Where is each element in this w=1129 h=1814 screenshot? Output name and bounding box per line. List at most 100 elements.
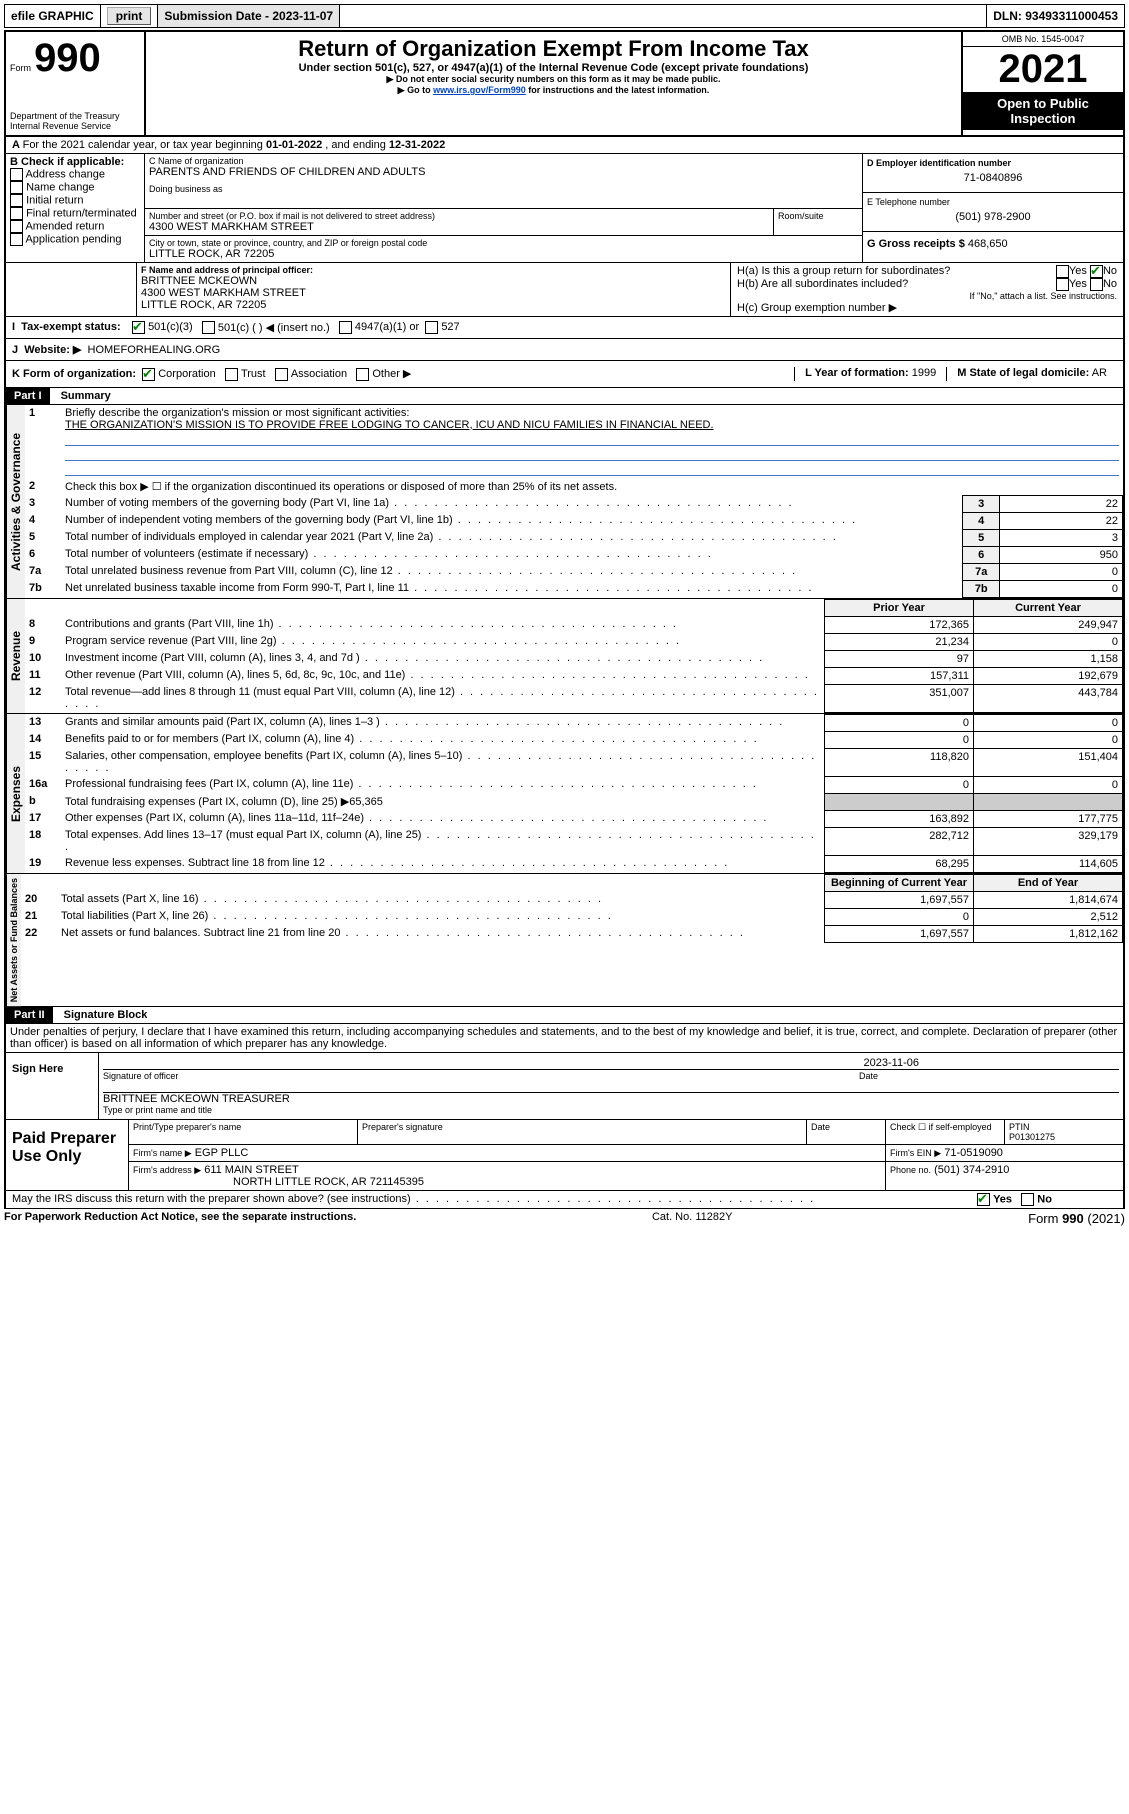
open-inspection: Open to Public Inspection [963, 92, 1123, 130]
prior-value: 172,365 [825, 616, 974, 633]
city-label: City or town, state or province, country… [149, 238, 858, 248]
discuss-text: May the IRS discuss this return with the… [12, 1193, 411, 1205]
topbar: efile GRAPHIC print Submission Date - 20… [4, 4, 1125, 28]
footer-left: For Paperwork Reduction Act Notice, see … [4, 1211, 356, 1226]
domicile-state: AR [1092, 367, 1107, 379]
tax-year: 2021 [963, 47, 1123, 92]
prior-year-hdr: Prior Year [825, 599, 974, 616]
mission-label: Briefly describe the organization's miss… [65, 407, 409, 419]
tax-exempt-row: I Tax-exempt status: 501(c)(3) 501(c) ( … [4, 316, 1125, 338]
officer-signed-name: BRITTNEE MCKEOWN TREASURER [103, 1093, 1119, 1105]
curr-value: 0 [974, 731, 1123, 748]
prior-value: 0 [825, 714, 974, 731]
box-b-header: B Check if applicable: [10, 156, 140, 168]
prior-value: 0 [825, 908, 974, 925]
firm-name-label: Firm's name ▶ [133, 1148, 192, 1158]
gross-label: G Gross receipts $ [867, 238, 965, 250]
mission-text: THE ORGANIZATION'S MISSION IS TO PROVIDE… [65, 419, 714, 431]
prior-value: 97 [825, 650, 974, 667]
hb-yes-checkbox[interactable] [1056, 278, 1069, 291]
box-k-label: K Form of organization: [12, 368, 136, 380]
year-formation: 1999 [912, 367, 936, 379]
4947-checkbox[interactable] [339, 321, 352, 334]
ha-no-checkbox[interactable] [1090, 265, 1103, 278]
curr-value: 1,812,162 [974, 925, 1123, 942]
prior-value: 1,697,557 [825, 891, 974, 908]
h-note: If "No," attach a list. See instructions… [737, 291, 1117, 301]
corp-checkbox[interactable] [142, 368, 155, 381]
firm-addr: 611 MAIN STREET [204, 1164, 299, 1176]
page-footer: For Paperwork Reduction Act Notice, see … [4, 1209, 1125, 1228]
org-address: 4300 WEST MARKHAM STREET [149, 221, 769, 233]
print-button[interactable]: print [107, 7, 152, 25]
other-checkbox[interactable] [356, 368, 369, 381]
prep-phone: (501) 374-2910 [934, 1164, 1009, 1176]
side-expenses: Expenses [6, 714, 25, 873]
prior-value: 0 [825, 731, 974, 748]
prep-name-label: Print/Type preparer's name [129, 1120, 358, 1145]
part2-header: Part II Signature Block [4, 1007, 1125, 1023]
part1-header: Part I Summary [4, 388, 1125, 405]
527-checkbox[interactable] [425, 321, 438, 334]
501c3-checkbox[interactable] [132, 321, 145, 334]
prior-value: 1,697,557 [825, 925, 974, 942]
curr-year-hdr: Current Year [974, 599, 1123, 616]
paid-preparer-label: Paid Preparer Use Only [6, 1120, 129, 1190]
room-label: Room/suite [774, 209, 862, 235]
summary-value: 0 [1000, 563, 1123, 580]
hb-no-checkbox[interactable] [1090, 278, 1103, 291]
ha-yes-checkbox[interactable] [1056, 265, 1069, 278]
prior-value: 351,007 [825, 684, 974, 712]
line-16b-val: 65,365 [349, 796, 383, 808]
boxb-checkbox[interactable] [10, 168, 23, 181]
summary-value: 0 [1000, 580, 1123, 597]
discuss-row: May the IRS discuss this return with the… [4, 1191, 1125, 1209]
period-line: A For the 2021 calendar year, or tax yea… [4, 137, 1125, 154]
curr-value: 192,679 [974, 667, 1123, 684]
summary-section: Activities & Governance 1 Briefly descri… [4, 405, 1125, 598]
name-title-label: Type or print name and title [103, 1105, 1119, 1115]
boxb-checkbox[interactable] [10, 194, 23, 207]
footer-center: Cat. No. 11282Y [652, 1211, 733, 1226]
firm-addr-label: Firm's address ▶ [133, 1165, 201, 1175]
omb-number: OMB No. 1545-0047 [963, 32, 1123, 47]
boxb-checkbox[interactable] [10, 207, 23, 220]
jurat-text: Under penalties of perjury, I declare th… [4, 1023, 1125, 1052]
prep-phone-label: Phone no. [890, 1165, 931, 1175]
h-a-label: H(a) Is this a group return for subordin… [737, 265, 1056, 278]
curr-value: 177,775 [974, 810, 1123, 827]
trust-checkbox[interactable] [225, 368, 238, 381]
instructions-link[interactable]: www.irs.gov/Form990 [433, 85, 526, 95]
box-f-label: F Name and address of principal officer: [141, 265, 726, 275]
form-title: Return of Organization Exempt From Incom… [150, 36, 957, 62]
sign-here-label: Sign Here [6, 1053, 99, 1119]
h-c-label: H(c) Group exemption number ▶ [737, 301, 1117, 314]
revenue-section: Revenue Prior Year Current Year 8Contrib… [4, 598, 1125, 713]
submission-date: Submission Date - 2023-11-07 [164, 9, 333, 23]
prior-value: 118,820 [825, 748, 974, 776]
boxb-checkbox[interactable] [10, 220, 23, 233]
ptin-value: P01301275 [1009, 1132, 1055, 1142]
efile-label: efile GRAPHIC [5, 5, 101, 27]
self-emp-check: Check ☐ if self-employed [886, 1120, 1005, 1145]
dln: DLN: 93493311000453 [993, 9, 1118, 23]
assoc-checkbox[interactable] [275, 368, 288, 381]
boxb-item: Amended return [25, 220, 104, 232]
prior-value: 157,311 [825, 667, 974, 684]
curr-value: 1,814,674 [974, 891, 1123, 908]
boxb-item: Address change [25, 168, 105, 180]
side-netassets: Net Assets or Fund Balances [6, 874, 21, 1006]
discuss-no-checkbox[interactable] [1021, 1193, 1034, 1206]
501c-checkbox[interactable] [202, 321, 215, 334]
firm-name: EGP PLLC [195, 1147, 249, 1159]
website-value: HOMEFORHEALING.ORG [88, 344, 221, 356]
side-governance: Activities & Governance [6, 405, 25, 598]
phone-label: E Telephone number [867, 197, 1119, 207]
boxb-checkbox[interactable] [10, 181, 23, 194]
form-number: 990 [34, 36, 101, 80]
boxb-checkbox[interactable] [10, 233, 23, 246]
discuss-yes-checkbox[interactable] [977, 1193, 990, 1206]
prior-value: 282,712 [825, 827, 974, 855]
curr-value: 329,179 [974, 827, 1123, 855]
summary-value: 22 [1000, 512, 1123, 529]
